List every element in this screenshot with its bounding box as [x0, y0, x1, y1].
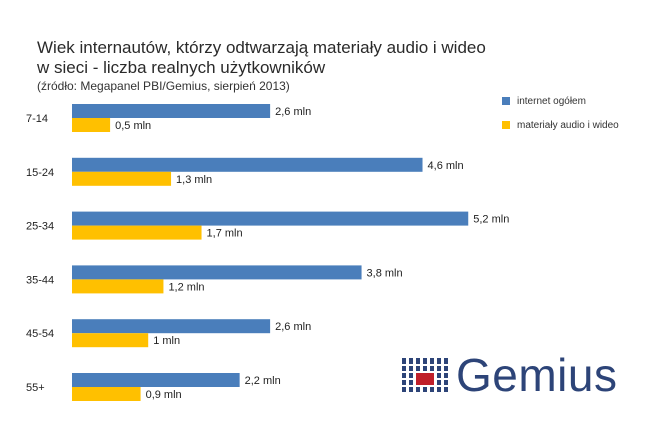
legend-label-audio-video: materiały audio i wideo — [517, 119, 619, 131]
gemius-logo-text: Gemius — [456, 349, 618, 401]
gemius-logo-icon — [400, 358, 450, 392]
data-label-internet-3: 3,8 mln — [367, 267, 403, 279]
bar-audio-video-4 — [72, 333, 149, 348]
data-label-audio-video-4: 1 mln — [153, 335, 180, 347]
data-label-audio-video-5: 0,9 mln — [146, 389, 182, 401]
data-label-internet-2: 5,2 mln — [473, 214, 509, 226]
data-label-internet-0: 2,6 mln — [275, 106, 311, 118]
legend-item-internet: internet ogółem — [502, 94, 619, 108]
bar-audio-video-0 — [72, 118, 111, 132]
bar-internet-2 — [72, 211, 469, 226]
chart-title-line-1: Wiek internautów, którzy odtwarzają mate… — [37, 38, 486, 57]
category-label-0: 7-14 — [26, 113, 48, 125]
bar-audio-video-1 — [72, 171, 172, 186]
bar-audio-video-2 — [72, 225, 202, 240]
category-label-3: 35-44 — [26, 274, 54, 286]
bar-internet-3 — [72, 265, 362, 280]
bar-audio-video-5 — [72, 387, 141, 401]
bar-internet-1 — [72, 157, 423, 172]
bar-internet-5 — [72, 373, 240, 387]
data-label-audio-video-1: 1,3 mln — [176, 174, 212, 186]
chart-subtitle: (źródło: Megapanel PBI/Gemius, sierpień … — [37, 79, 290, 93]
chart-title: Wiek internautów, którzy odtwarzają mate… — [37, 38, 486, 78]
legend-item-audio-video: materiały audio i wideo — [502, 118, 619, 132]
data-label-audio-video-2: 1,7 mln — [207, 228, 243, 240]
category-label-5: 55+ — [26, 382, 45, 394]
legend-swatch-internet — [502, 97, 510, 105]
data-label-internet-1: 4,6 mln — [428, 160, 464, 172]
data-label-internet-5: 2,2 mln — [245, 375, 281, 387]
chart-title-line-2: w sieci - liczba realnych użytkowników — [37, 58, 326, 77]
legend: internet ogółem materiały audio i wideo — [502, 94, 619, 142]
bar-audio-video-3 — [72, 279, 164, 294]
data-label-audio-video-3: 1,2 mln — [168, 281, 204, 293]
data-label-internet-4: 2,6 mln — [275, 321, 311, 333]
category-label-1: 15-24 — [26, 167, 54, 179]
bar-internet-4 — [72, 319, 271, 334]
gemius-logo: Gemius — [400, 348, 617, 402]
category-label-2: 25-34 — [26, 221, 54, 233]
legend-swatch-audio-video — [502, 121, 510, 129]
data-label-audio-video-0: 0,5 mln — [115, 120, 151, 132]
bar-internet-0 — [72, 104, 271, 118]
legend-label-internet: internet ogółem — [517, 95, 586, 107]
category-label-4: 45-54 — [26, 328, 54, 340]
